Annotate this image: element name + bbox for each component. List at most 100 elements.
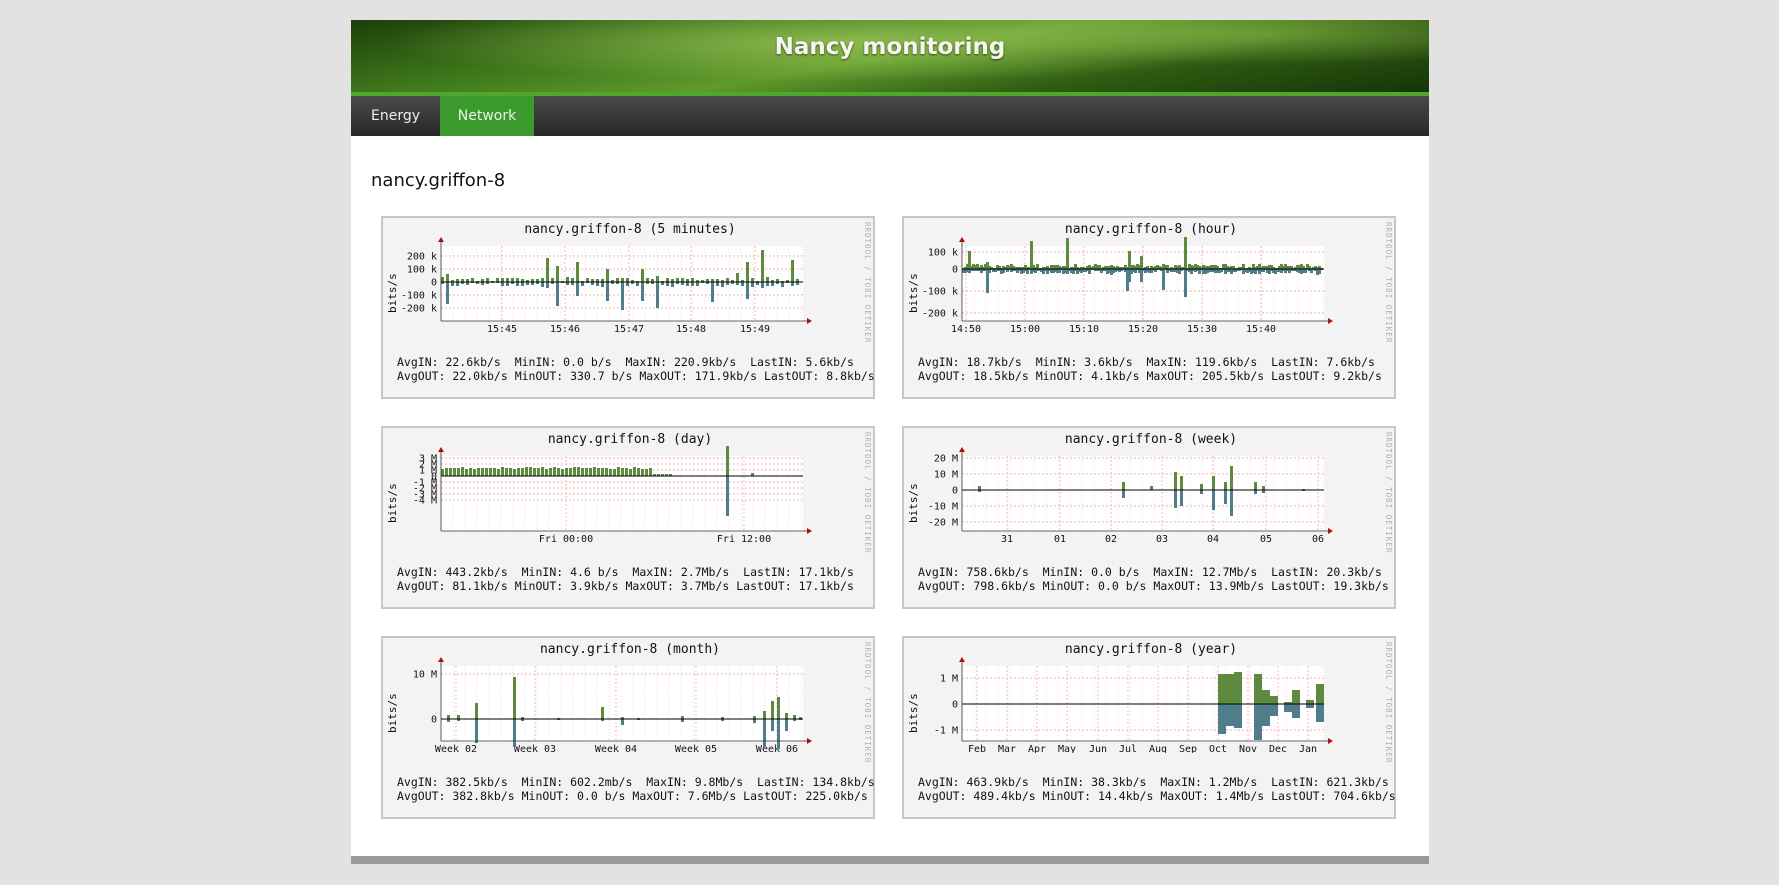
out-bar xyxy=(456,282,459,286)
in-bar xyxy=(1150,266,1153,269)
in-bar xyxy=(1014,267,1017,269)
out-bar xyxy=(1224,490,1227,504)
x-tick-label: 15:48 xyxy=(676,324,706,333)
host-title: nancy.griffon-8 xyxy=(371,170,506,191)
out-bar xyxy=(1172,269,1175,272)
in-bar xyxy=(686,279,689,282)
graph-stats: AvgIN: 463.9kb/s MinIN: 38.3kb/s MaxIN: … xyxy=(918,775,1396,803)
out-bar xyxy=(1102,269,1105,271)
out-bar xyxy=(1230,490,1233,516)
out-bar xyxy=(1298,269,1301,273)
out-bar xyxy=(1292,704,1300,718)
out-bar xyxy=(1076,269,1079,274)
in-bar xyxy=(645,469,648,476)
out-bar xyxy=(741,282,744,286)
tab-energy[interactable]: Energy xyxy=(370,108,420,124)
in-bar xyxy=(525,467,528,476)
in-bar xyxy=(1208,266,1211,269)
out-bar xyxy=(1130,269,1133,274)
in-bar xyxy=(1214,265,1217,269)
y-tick-label: -200 k xyxy=(922,309,958,320)
in-bar xyxy=(551,278,554,282)
x-tick-label: 01 xyxy=(1054,534,1066,543)
in-bar xyxy=(637,468,640,476)
graph-title: nancy.griffon-8 (year) xyxy=(1064,642,1238,657)
in-bar xyxy=(545,469,548,476)
in-bar xyxy=(533,468,536,476)
in-bar xyxy=(441,469,444,476)
in-bar xyxy=(589,468,592,476)
in-bar xyxy=(601,707,604,719)
out-bar xyxy=(1238,269,1241,271)
in-bar xyxy=(1190,265,1193,269)
in-bar xyxy=(597,468,600,476)
out-bar xyxy=(516,282,519,286)
out-bar xyxy=(988,269,991,273)
out-bar xyxy=(601,282,604,287)
out-bar xyxy=(1304,269,1307,273)
in-bar xyxy=(761,250,764,282)
y-tick-label: 1 M xyxy=(419,466,437,477)
in-bar xyxy=(511,278,514,282)
in-bar xyxy=(473,469,476,476)
out-bar xyxy=(1220,269,1223,272)
graph-plot: 1 M 0 -1 M Feb Mar Apr May Jun Jul Aug Sep Oct Nov De… xyxy=(934,657,1333,753)
out-bar xyxy=(1174,269,1177,272)
out-bar xyxy=(1108,269,1111,273)
out-bar xyxy=(686,282,689,286)
out-bar xyxy=(1198,269,1201,274)
in-bar xyxy=(665,474,668,476)
graph-card: nancy.griffon-8 (week) bits/s RRDTOOL / TO… xyxy=(902,426,1396,609)
tab-network[interactable]: Network xyxy=(440,96,534,136)
in-bar xyxy=(1268,265,1271,269)
out-bar xyxy=(1098,269,1101,271)
out-bar xyxy=(1284,704,1292,712)
out-bar xyxy=(1142,269,1145,271)
in-bar xyxy=(1140,256,1143,269)
out-bar xyxy=(996,269,999,271)
in-bar xyxy=(1024,265,1027,269)
out-bar xyxy=(651,282,654,284)
out-bar xyxy=(771,719,774,731)
in-bar xyxy=(1164,265,1167,269)
in-bar xyxy=(601,468,604,476)
out-bar xyxy=(1022,269,1025,273)
out-bar xyxy=(978,269,981,271)
out-bar xyxy=(1112,269,1115,273)
in-bar xyxy=(506,278,509,282)
out-bar xyxy=(1058,269,1061,273)
in-bar xyxy=(968,251,971,269)
y-tick-label: 2 M xyxy=(419,460,437,471)
out-bar xyxy=(1138,269,1141,273)
in-bar xyxy=(631,280,634,282)
in-bar xyxy=(546,258,549,282)
in-bar xyxy=(982,267,985,269)
out-bar xyxy=(726,476,729,516)
rrdtool-watermark: RRDTOOL / TOBI OETIKER xyxy=(1384,432,1393,554)
in-bar xyxy=(1082,267,1085,269)
in-bar xyxy=(1070,267,1073,269)
in-bar xyxy=(1018,267,1021,269)
in-bar xyxy=(1284,264,1287,269)
in-bar xyxy=(753,716,756,719)
out-bar xyxy=(994,269,997,272)
in-bar xyxy=(1200,484,1203,490)
out-bar xyxy=(1150,269,1153,273)
in-bar xyxy=(571,278,574,282)
out-bar xyxy=(968,269,971,273)
out-bar xyxy=(1306,704,1314,708)
out-bar xyxy=(766,282,769,286)
in-bar xyxy=(976,264,979,269)
in-bar xyxy=(1174,472,1177,490)
in-bar xyxy=(978,486,981,490)
graph-stats: AvgIN: 758.6kb/s MinIN: 0.0 b/s MaxIN: 1… xyxy=(918,565,1389,593)
in-bar xyxy=(1252,264,1255,269)
in-bar xyxy=(998,266,1001,269)
in-bar xyxy=(497,469,500,476)
in-bar xyxy=(1288,266,1291,269)
y-tick-label: 200 k xyxy=(407,252,437,263)
in-bar xyxy=(796,279,799,282)
in-bar xyxy=(471,278,474,282)
in-bar xyxy=(1154,266,1157,269)
